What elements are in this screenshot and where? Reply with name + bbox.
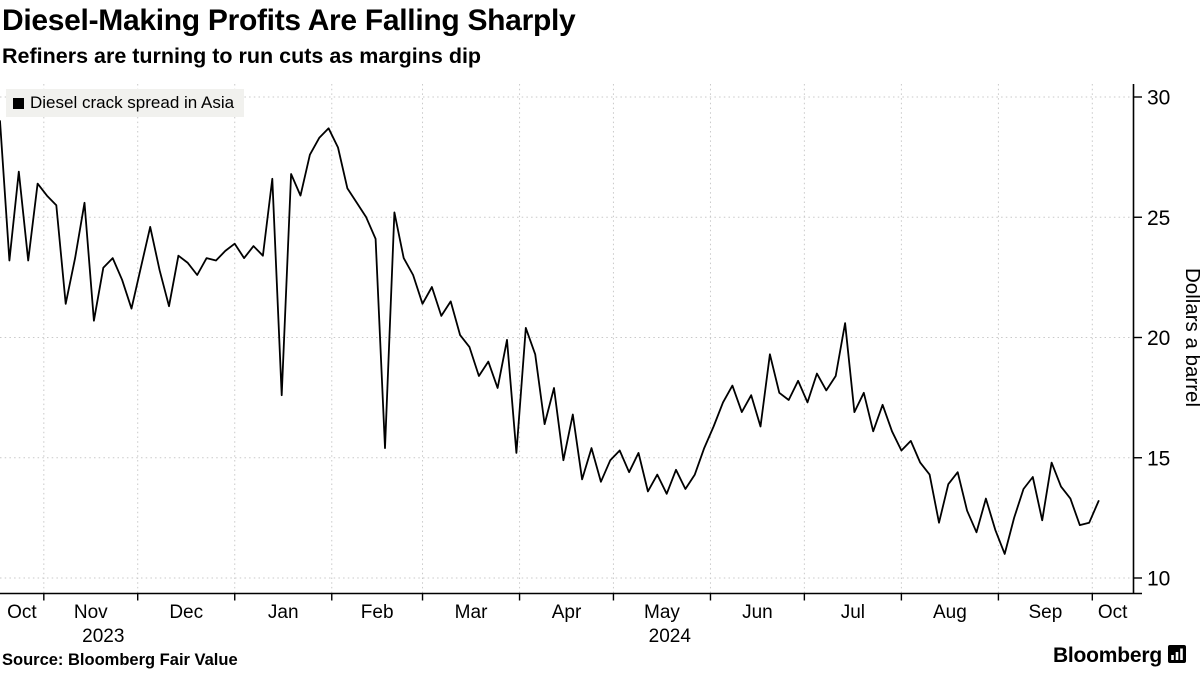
x-tick-label: Oct (7, 602, 37, 623)
legend-label: Diesel crack spread in Asia (30, 93, 235, 112)
series-line (0, 120, 1100, 555)
x-tick-label: Nov (74, 602, 108, 623)
source-note: Source: Bloomberg Fair Value (2, 651, 238, 669)
y-tick-label: 10 (1147, 568, 1170, 591)
x-year-label: 2024 (649, 626, 692, 647)
y-tick-label: 20 (1147, 327, 1170, 350)
x-tick-label: Jul (841, 602, 865, 623)
x-tick-label: Jun (742, 602, 773, 623)
y-tick-label: 25 (1147, 207, 1170, 230)
bar-chart-icon (1168, 644, 1186, 668)
x-tick-label: Dec (169, 602, 203, 623)
brand-logo: Bloomberg (1053, 644, 1186, 668)
x-tick-label: Mar (455, 602, 488, 623)
x-tick-label: Feb (361, 602, 394, 623)
brand-name: Bloomberg (1052, 644, 1162, 667)
y-axis-title: Dollars a barrel (1181, 268, 1200, 407)
x-year-label: 2023 (82, 626, 124, 647)
page-subtitle: Refiners are turning to run cuts as marg… (2, 44, 482, 68)
chart-legend: Diesel crack spread in Asia (6, 89, 245, 118)
x-tick-label: Jan (268, 602, 299, 623)
y-tick-label: 15 (1147, 447, 1170, 470)
x-tick-label: Apr (552, 602, 582, 623)
legend-swatch-icon (13, 97, 24, 109)
page-title: Diesel-Making Profits Are Falling Sharpl… (2, 4, 576, 37)
y-tick-label: 30 (1147, 87, 1170, 110)
chart-canvas: 10 15 20 25 30 Oct Nov Dec Jan Feb Mar Apr May Jun Jul… (0, 84, 1200, 647)
x-tick-label: Aug (933, 602, 967, 623)
x-tick-label: May (644, 602, 680, 623)
x-tick-label: Sep (1028, 602, 1062, 623)
x-tick-label: Oct (1098, 602, 1128, 623)
